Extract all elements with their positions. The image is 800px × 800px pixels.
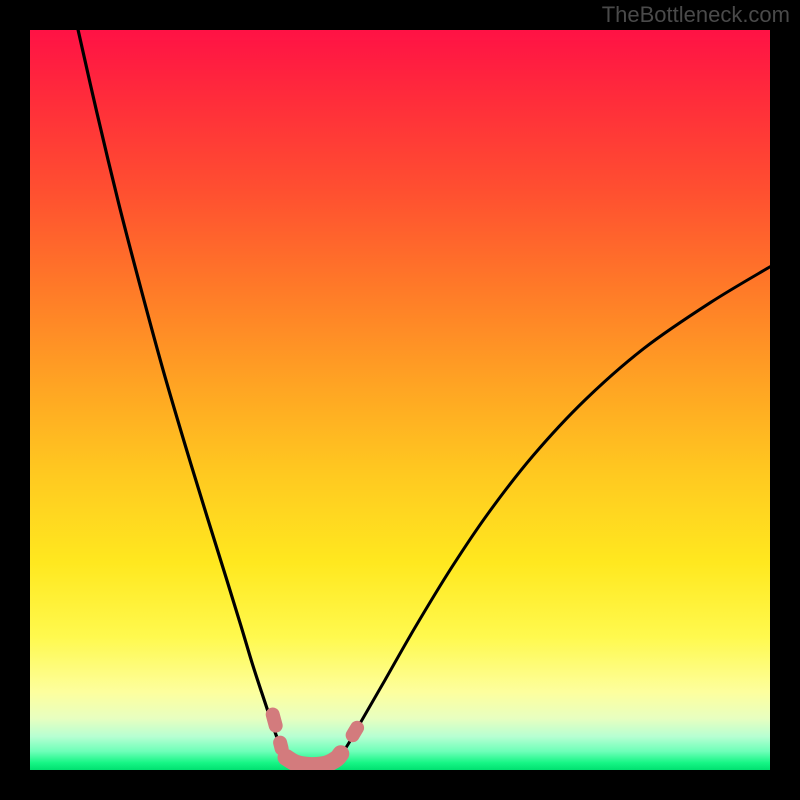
marker-segment-3 (353, 728, 357, 735)
chart-container: TheBottleneck.com (0, 0, 800, 800)
marker-segment-0 (273, 715, 276, 726)
watermark-text: TheBottleneck.com (602, 2, 790, 28)
bottleneck-curve-chart (0, 0, 800, 800)
marker-segment-1 (280, 743, 281, 749)
